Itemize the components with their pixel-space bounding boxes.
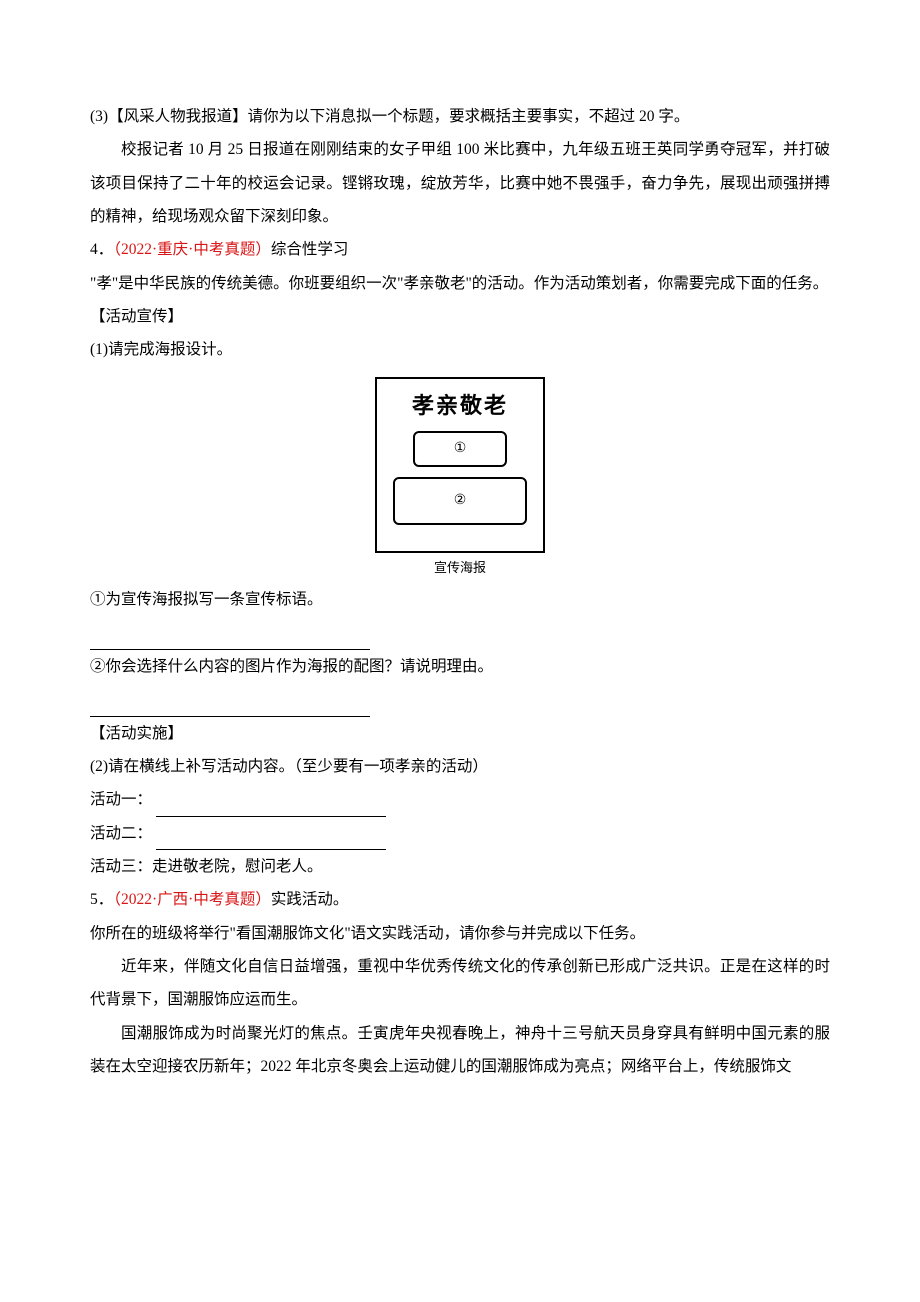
q4-sub2: ②你会选择什么内容的图片作为海报的配图？请说明理由。 <box>90 650 830 683</box>
q4-section2-label: 【活动实施】 <box>90 717 830 750</box>
q4-activity2: 活动二： <box>90 817 830 850</box>
q5-intro: 你所在的班级将举行"看国潮服饰文化"语文实践活动，请你参与并完成以下任务。 <box>90 917 830 950</box>
poster-slot-1: ① <box>413 431 507 467</box>
q4-task1: (1)请完成海报设计。 <box>90 333 830 366</box>
fill-blank[interactable] <box>90 697 370 717</box>
q4-section1-label: 【活动宣传】 <box>90 300 830 333</box>
q3-passage: 校报记者 10 月 25 日报道在刚刚结束的女子甲组 100 米比赛中，九年级五… <box>90 133 830 233</box>
q5-source: （2022·广西·中考真题） <box>113 891 271 908</box>
q4-source: （2022·重庆·中考真题） <box>113 241 271 258</box>
fill-blank[interactable] <box>156 797 386 817</box>
q5-title: 实践活动。 <box>271 891 349 908</box>
q4-sub1: ①为宣传海报拟写一条宣传标语。 <box>90 583 830 616</box>
q3-prompt: (3)【风采人物我报道】请你为以下消息拟一个标题，要求概括主要事实，不超过 20… <box>90 100 830 133</box>
q5-number: 5． <box>90 891 113 908</box>
q4-sub1-blank-line <box>90 617 830 650</box>
activity1-label: 活动一： <box>90 791 152 808</box>
q4-intro: "孝"是中华民族的传统美德。你班要组织一次"孝亲敬老"的活动。作为活动策划者，你… <box>90 267 830 300</box>
q4-activity3: 活动三：走进敬老院，慰问老人。 <box>90 850 830 883</box>
q5-p1: 近年来，伴随文化自信日益增强，重视中华优秀传统文化的传承创新已形成广泛共识。正是… <box>90 950 830 1017</box>
q4-task2: (2)请在横线上补写活动内容。（至少要有一项孝亲的活动） <box>90 750 830 783</box>
q4-title: 综合性学习 <box>271 241 349 258</box>
q5-p2: 国潮服饰成为时尚聚光灯的焦点。壬寅虎年央视春晚上，神舟十三号航天员身穿具有鲜明中… <box>90 1017 830 1084</box>
fill-blank[interactable] <box>90 631 370 651</box>
poster-title: 孝亲敬老 <box>389 391 531 422</box>
q4-sub2-blank-line <box>90 683 830 716</box>
activity2-label: 活动二： <box>90 825 152 842</box>
poster-box: 孝亲敬老 ① ② <box>375 377 545 554</box>
q5-header: 5．（2022·广西·中考真题）实践活动。 <box>90 883 830 916</box>
q4-header: 4．（2022·重庆·中考真题）综合性学习 <box>90 233 830 266</box>
poster-slot-2: ② <box>393 477 527 525</box>
poster-figure: 孝亲敬老 ① ② 宣传海报 <box>90 377 830 578</box>
q4-number: 4． <box>90 241 113 258</box>
poster-caption: 宣传海报 <box>90 559 830 577</box>
q4-activity1: 活动一： <box>90 783 830 816</box>
fill-blank[interactable] <box>156 830 386 850</box>
document-page: (3)【风采人物我报道】请你为以下消息拟一个标题，要求概括主要事实，不超过 20… <box>0 0 920 1302</box>
